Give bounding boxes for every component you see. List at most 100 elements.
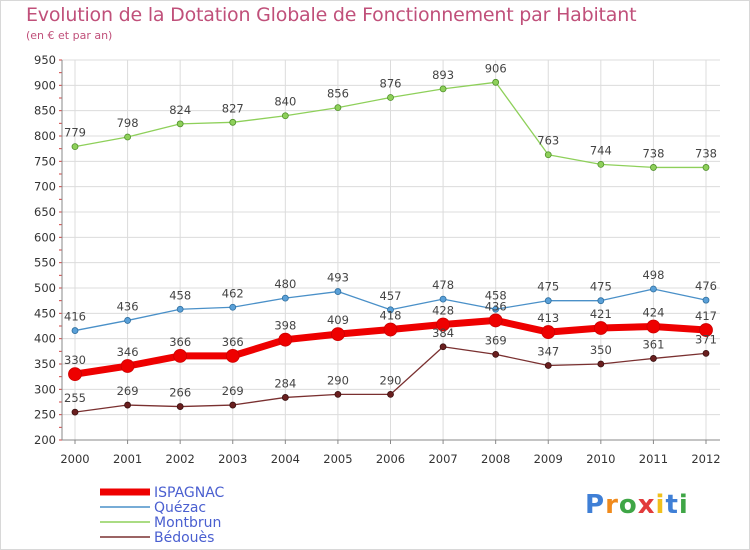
data-point xyxy=(439,295,447,303)
data-point xyxy=(439,343,447,351)
data-point xyxy=(597,297,605,305)
data-label: 366 xyxy=(169,335,191,349)
data-point xyxy=(488,313,503,328)
data-point xyxy=(334,390,342,398)
data-point xyxy=(544,362,552,369)
data-point xyxy=(229,118,237,126)
y-tick-label: 650 xyxy=(34,205,56,219)
data-label: 475 xyxy=(537,280,559,294)
data-point xyxy=(387,94,394,101)
data-point xyxy=(281,394,289,401)
data-point xyxy=(702,349,710,357)
data-point xyxy=(120,359,135,373)
data-label: 893 xyxy=(432,68,454,82)
y-tick-label: 300 xyxy=(34,382,56,396)
data-point xyxy=(650,164,657,171)
data-point xyxy=(597,160,605,168)
data-label: 856 xyxy=(327,87,349,101)
data-point xyxy=(173,348,188,363)
data-point xyxy=(593,321,608,335)
data-label: 840 xyxy=(274,95,296,109)
data-label: 424 xyxy=(642,306,664,320)
data-label: 827 xyxy=(222,101,244,115)
data-point xyxy=(597,360,605,368)
data-label: 409 xyxy=(327,313,349,327)
data-label: 436 xyxy=(117,299,139,313)
data-label: 330 xyxy=(64,353,86,367)
data-label: 462 xyxy=(222,286,244,300)
data-label: 906 xyxy=(485,61,507,75)
y-tick-label: 450 xyxy=(34,306,56,320)
data-point xyxy=(439,85,447,93)
legend-label: ISPAGNAC xyxy=(154,485,225,501)
chart-title: Evolution de la Dotation Globale de Fonc… xyxy=(26,4,637,26)
data-point xyxy=(699,323,713,337)
data-label: 369 xyxy=(485,333,507,347)
x-tick-label: 2003 xyxy=(218,452,247,466)
data-point xyxy=(71,143,79,151)
x-tick-label: 2000 xyxy=(60,452,89,466)
data-point xyxy=(650,285,657,293)
data-point xyxy=(702,296,710,304)
data-label: 478 xyxy=(432,278,454,292)
x-tick-label: 2010 xyxy=(586,452,615,466)
data-point xyxy=(176,120,184,128)
data-label: 779 xyxy=(64,126,86,140)
data-point xyxy=(71,327,79,334)
data-label: 798 xyxy=(117,116,139,130)
data-label: 738 xyxy=(695,146,717,160)
x-tick-label: 2012 xyxy=(691,452,720,466)
data-point xyxy=(646,319,661,334)
data-point xyxy=(331,327,345,342)
data-point xyxy=(176,305,184,313)
y-tick-label: 350 xyxy=(34,357,56,371)
data-label: 290 xyxy=(380,373,402,387)
x-tick-label: 2007 xyxy=(428,452,457,466)
x-tick-label: 2009 xyxy=(534,452,563,466)
data-label: 458 xyxy=(485,288,507,302)
data-point xyxy=(334,104,342,112)
data-label: 458 xyxy=(169,288,191,302)
y-tick-label: 900 xyxy=(34,78,56,92)
data-point xyxy=(278,332,293,347)
data-point xyxy=(229,401,237,409)
legend-label: Bédouès xyxy=(154,530,214,546)
data-point xyxy=(124,401,131,409)
data-label: 371 xyxy=(695,332,717,346)
data-label: 269 xyxy=(222,384,244,398)
y-tick-label: 800 xyxy=(34,129,56,143)
legend-label: Montbrun xyxy=(154,515,221,531)
y-tick-label: 700 xyxy=(34,180,56,194)
data-label: 346 xyxy=(117,345,139,359)
data-label: 398 xyxy=(274,319,296,333)
data-label: 255 xyxy=(64,391,86,405)
data-point xyxy=(387,390,394,398)
x-tick-label: 2011 xyxy=(639,452,668,466)
data-label: 347 xyxy=(537,345,559,359)
data-point xyxy=(387,306,394,314)
data-point xyxy=(334,288,342,295)
data-label: 763 xyxy=(537,134,559,148)
data-point xyxy=(124,317,131,324)
x-tick-label: 2004 xyxy=(271,452,300,466)
data-label: 738 xyxy=(642,146,664,160)
data-point xyxy=(229,303,237,311)
data-point xyxy=(281,294,289,302)
data-point xyxy=(176,403,184,410)
data-point xyxy=(71,408,79,416)
data-label: 290 xyxy=(327,373,349,387)
data-point xyxy=(492,78,500,86)
y-tick-label: 950 xyxy=(34,53,56,67)
data-point xyxy=(281,112,289,120)
y-tick-label: 600 xyxy=(34,230,56,244)
data-label: 266 xyxy=(169,386,191,400)
data-label: 366 xyxy=(222,335,244,349)
data-point xyxy=(383,322,398,337)
y-tick-label: 850 xyxy=(34,104,56,118)
data-label: 384 xyxy=(432,326,454,340)
data-label: 269 xyxy=(117,384,139,398)
y-tick-label: 250 xyxy=(34,408,56,422)
data-label: 876 xyxy=(380,76,402,90)
chart-subtitle: (en € et par an) xyxy=(26,29,113,42)
